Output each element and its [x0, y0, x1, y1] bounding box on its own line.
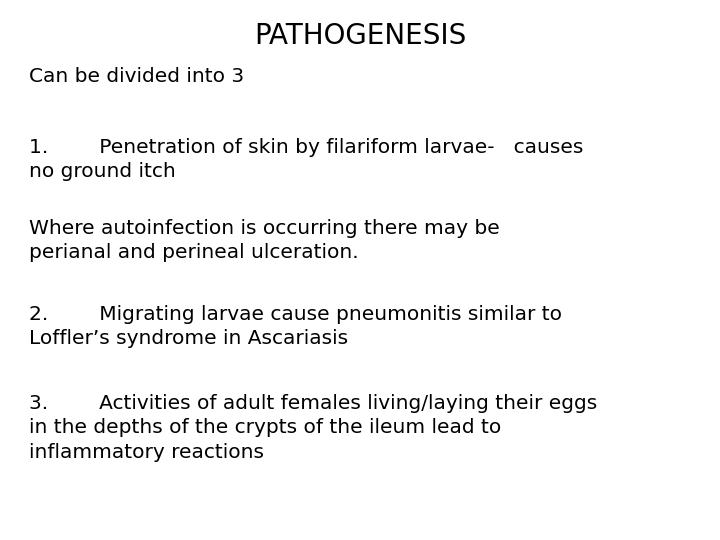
- Text: Where autoinfection is occurring there may be
perianal and perineal ulceration.: Where autoinfection is occurring there m…: [29, 219, 500, 262]
- Text: Can be divided into 3: Can be divided into 3: [29, 68, 244, 86]
- Text: 1.        Penetration of skin by filariform larvae-   causes
no ground itch: 1. Penetration of skin by filariform lar…: [29, 138, 583, 181]
- Text: 2.        Migrating larvae cause pneumonitis similar to
Loffler’s syndrome in As: 2. Migrating larvae cause pneumonitis si…: [29, 305, 562, 348]
- Text: 3.        Activities of adult females living/laying their eggs
in the depths of : 3. Activities of adult females living/la…: [29, 394, 597, 462]
- Text: PATHOGENESIS: PATHOGENESIS: [254, 22, 466, 50]
